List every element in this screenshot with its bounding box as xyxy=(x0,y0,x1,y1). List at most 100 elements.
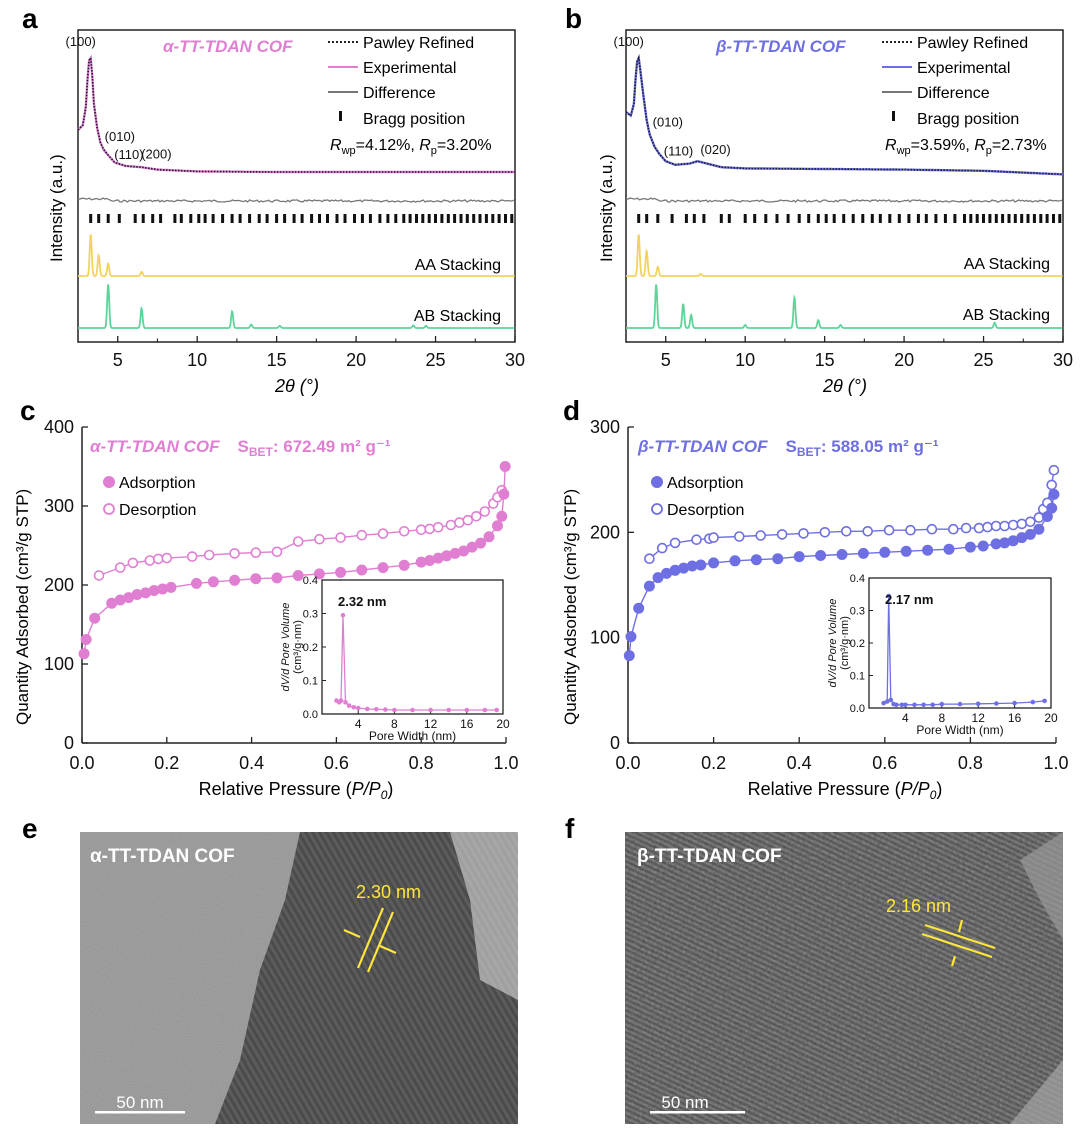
desorption-point xyxy=(415,524,427,536)
desorption-point xyxy=(127,557,139,569)
inset-pore-point xyxy=(903,702,908,708)
inset-y-tick-label: 0.3 xyxy=(850,606,865,618)
legend-experimental-label: Experimental xyxy=(363,60,456,77)
bragg-tick xyxy=(402,214,406,223)
desorption-point xyxy=(186,551,198,562)
bragg-tick xyxy=(832,214,836,223)
tem-image-beta: β-TT-TDAN COF 2.16 nm 50 nm xyxy=(625,832,1063,1124)
inset-pore-line xyxy=(336,615,497,711)
bragg-tick xyxy=(97,214,101,223)
bragg-tick xyxy=(719,214,723,223)
inset-pore-point xyxy=(446,707,452,713)
bragg-tick xyxy=(504,214,507,223)
lattice-marker xyxy=(921,919,996,967)
adsorption-point xyxy=(977,540,989,552)
x-tick-label: 30 xyxy=(1053,350,1073,370)
bragg-tick xyxy=(1020,214,1024,223)
desorption-point xyxy=(470,510,482,522)
inset-pore-point xyxy=(346,703,352,708)
bragg-tick xyxy=(283,214,287,223)
inset-y-tick-label: 0.4 xyxy=(303,575,318,587)
desorption-point xyxy=(153,553,164,565)
y-axis-label: Quantity Adsorbed (cm³/g STP) xyxy=(13,489,32,725)
adsorption-point xyxy=(815,550,827,561)
adsorption-point xyxy=(633,602,645,614)
bragg-tick xyxy=(824,214,828,223)
legend-adsorption-marker xyxy=(103,476,115,488)
legend-experimental-label: Experimental xyxy=(917,60,1010,77)
legend-difference-label: Difference xyxy=(917,85,990,102)
bragg-tick xyxy=(335,214,339,223)
plot-frame xyxy=(77,29,516,343)
peak-label: (110) xyxy=(114,147,143,162)
desorption-point xyxy=(203,549,215,561)
desorption-point xyxy=(1025,516,1036,528)
pawley-refined-line xyxy=(77,55,515,173)
peak-label: (100) xyxy=(66,34,96,49)
bragg-tick xyxy=(472,214,476,223)
bragg-tick xyxy=(897,214,901,223)
desorption-point xyxy=(960,522,972,534)
bragg-tick xyxy=(924,214,928,223)
ab-stacking-label: AB Stacking xyxy=(963,307,1050,324)
adsorption-point xyxy=(1046,502,1058,514)
tem-image-alpha: α-TT-TDAN COF 2.30 nm 50 nm xyxy=(80,832,518,1124)
scale-bar xyxy=(650,1111,745,1114)
bragg-tick xyxy=(1052,214,1055,223)
adsorption-point xyxy=(398,559,410,571)
bragg-tick xyxy=(265,214,269,223)
lattice-spacing-label: 2.30 nm xyxy=(356,882,421,902)
legend-difference-label: Difference xyxy=(363,85,436,102)
inset-y-tick-label: 0.1 xyxy=(303,676,318,688)
bragg-tick xyxy=(1058,214,1062,223)
peak-label: (010) xyxy=(653,114,683,129)
desorption-point xyxy=(819,526,831,538)
inset-pore-point xyxy=(494,707,500,713)
legend-adsorption-label: Adsorption xyxy=(667,475,744,492)
adsorption-point xyxy=(229,574,241,586)
inset-x-tick-label: 8 xyxy=(391,717,398,731)
inset-y-tick-label: 0.4 xyxy=(850,573,865,585)
adsorption-point xyxy=(80,634,92,645)
bragg-tick xyxy=(292,214,296,223)
adsorption-point xyxy=(292,570,304,581)
peak-label: (020) xyxy=(700,142,730,157)
adsorption-point xyxy=(496,510,508,522)
desorption-point xyxy=(161,552,173,564)
bragg-tick xyxy=(637,214,641,223)
y-tick-label: 400 xyxy=(44,417,74,437)
ab-stacking-label: AB Stacking xyxy=(414,308,501,325)
adsorption-point xyxy=(89,612,101,624)
adsorption-point xyxy=(356,564,368,576)
x-tick-label: 10 xyxy=(735,350,755,370)
tem-particle-fringes xyxy=(215,832,518,1124)
bragg-tick xyxy=(510,214,514,223)
x-tick-label: 0.6 xyxy=(872,753,897,773)
inset-y-axis-label: dV/d Pore Volume xyxy=(280,603,292,692)
bragg-tick xyxy=(1001,214,1005,223)
desorption-point xyxy=(776,529,788,540)
chart-title: β-TT-TDAN COF xyxy=(715,37,846,56)
bragg-tick xyxy=(1045,214,1049,223)
scale-bar xyxy=(95,1111,185,1114)
bragg-tick xyxy=(440,214,444,223)
desorption-point xyxy=(1016,518,1028,530)
adsorption-point xyxy=(750,554,762,566)
bragg-tick xyxy=(343,214,347,223)
adsorption-point xyxy=(483,531,495,543)
bragg-tick xyxy=(692,214,696,223)
y-tick-label: 0 xyxy=(64,733,74,753)
legend-bragg-swatch xyxy=(892,111,895,121)
bragg-tick xyxy=(1013,214,1017,223)
tem-particle-edge xyxy=(450,832,518,1000)
aa-stacking-line xyxy=(626,234,1063,277)
bragg-tick xyxy=(408,214,412,223)
bragg-tick xyxy=(870,214,874,223)
x-tick-label: 5 xyxy=(113,350,123,370)
scale-bar-label: 50 nm xyxy=(661,1093,708,1112)
x-axis-label: 2θ (°) xyxy=(274,376,319,396)
adsorption-point xyxy=(729,555,741,567)
inset-y-tick-label: 0.2 xyxy=(303,642,318,654)
adsorption-point xyxy=(78,648,90,660)
inset-pore-point xyxy=(930,702,935,708)
